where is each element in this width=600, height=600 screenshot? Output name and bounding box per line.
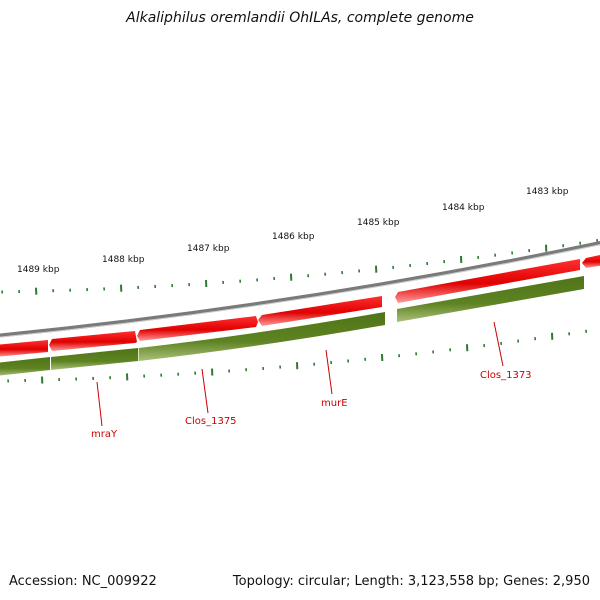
gene-block — [0, 357, 50, 376]
kbp-label-1483: 1483 kbp — [526, 187, 569, 197]
genome-stats-text: Topology: circular; Length: 3,123,558 bp… — [232, 574, 590, 589]
accession-text: Accession: NC_009922 — [9, 574, 157, 589]
kbp-label-1488: 1488 kbp — [102, 255, 145, 265]
genome-backbone — [0, 240, 600, 338]
gene-arrow — [0, 340, 48, 357]
gene-arrow — [582, 255, 600, 268]
kbp-labels: 1489 kbp 1488 kbp 1487 kbp 1486 kbp 1485… — [17, 187, 569, 275]
kbp-label-1485: 1485 kbp — [357, 218, 400, 228]
kbp-label-1484: 1484 kbp — [442, 203, 485, 213]
leader-murE — [325, 349, 333, 395]
gene-label-mraY: mraY — [91, 429, 118, 440]
gene-arrow-murE — [258, 296, 382, 326]
inner-tick-ring — [7, 329, 588, 384]
gene-label-clos-1375: Clos_1375 — [185, 416, 237, 427]
gene-arrow-clos-1373 — [395, 259, 580, 303]
gene-block-clos-1373 — [397, 276, 584, 322]
kbp-label-1487: 1487 kbp — [187, 244, 230, 254]
map-title: Alkaliphilus oremlandii OhILAs, complete… — [126, 10, 474, 26]
gene-arrow-clos-1375 — [137, 316, 258, 341]
leader-clos-1373 — [493, 321, 504, 367]
gene-label-clos-1373: Clos_1373 — [480, 370, 532, 381]
kbp-label-1486: 1486 kbp — [272, 232, 315, 242]
gene-block-mraY — [51, 348, 138, 370]
gene-label-leaders — [96, 321, 504, 427]
gene-track — [0, 276, 584, 376]
gene-label-murE: murE — [321, 398, 348, 409]
outer-tick-ring — [1, 239, 599, 295]
kbp-label-1489: 1489 kbp — [17, 265, 60, 275]
gene-arrow-mraY — [49, 331, 137, 351]
leader-clos-1375 — [201, 368, 209, 414]
forward-gene-track — [0, 255, 600, 357]
gene-block-clos-1375-murE — [139, 312, 385, 361]
leader-mraY — [96, 381, 103, 427]
gene-labels: mraY Clos_1375 murE Clos_1373 — [91, 370, 532, 440]
